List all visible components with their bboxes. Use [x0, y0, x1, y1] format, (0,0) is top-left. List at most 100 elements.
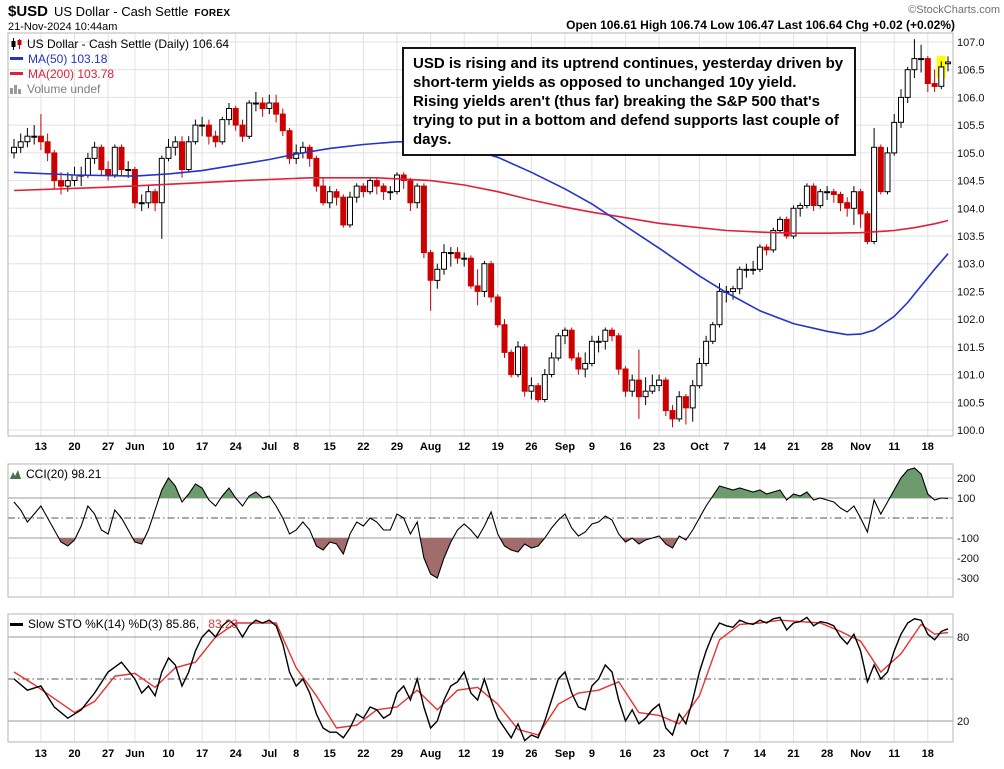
svg-text:105.5: 105.5 — [957, 120, 985, 132]
svg-text:13: 13 — [35, 748, 47, 760]
svg-text:Sep: Sep — [555, 441, 575, 453]
svg-text:Oct: Oct — [690, 748, 709, 760]
svg-text:29: 29 — [391, 748, 403, 760]
svg-text:15: 15 — [324, 441, 336, 453]
cci-line — [13, 467, 949, 579]
svg-text:Jul: Jul — [261, 748, 277, 760]
svg-text:20: 20 — [68, 748, 80, 760]
svg-text:100.5: 100.5 — [957, 397, 985, 409]
svg-text:10: 10 — [162, 748, 174, 760]
candlestick-icon — [10, 37, 22, 50]
svg-text:28: 28 — [821, 441, 833, 453]
header: $USD US Dollar - Cash Settle FOREX — [8, 3, 230, 21]
volume-icon — [10, 84, 22, 94]
svg-text:80: 80 — [957, 632, 969, 644]
svg-text:8: 8 — [293, 441, 299, 453]
svg-text:8: 8 — [293, 748, 299, 760]
chart-datetime: 21-Nov-2024 10:44am — [8, 21, 118, 33]
svg-text:103.5: 103.5 — [957, 231, 985, 243]
svg-text:22: 22 — [357, 748, 369, 760]
legend-row-volume: Volume undef — [10, 81, 229, 96]
cci-panel-label: CCI(20) 98.21 — [10, 467, 101, 481]
svg-text:Jun: Jun — [125, 748, 145, 760]
sto-k-line — [13, 616, 949, 742]
legend-main-label: US Dollar - Cash Settle (Daily) 106.64 — [27, 36, 230, 51]
legend-row-price: US Dollar - Cash Settle (Daily) 106.64 — [10, 36, 229, 51]
svg-text:17: 17 — [196, 441, 208, 453]
svg-text:Aug: Aug — [420, 441, 441, 453]
svg-text:Nov: Nov — [850, 441, 872, 453]
svg-text:24: 24 — [230, 748, 243, 760]
cci-icon — [10, 469, 21, 480]
svg-text:200: 200 — [957, 473, 975, 485]
svg-text:16: 16 — [619, 748, 631, 760]
svg-text:17: 17 — [196, 748, 208, 760]
ma50-line-icon — [10, 57, 23, 60]
svg-text:104.5: 104.5 — [957, 176, 985, 188]
svg-text:9: 9 — [589, 441, 595, 453]
annotation-note: USD is rising and its uptrend continues,… — [402, 47, 856, 156]
exchange-label: FOREX — [194, 8, 231, 19]
cci-overbought-fill — [14, 468, 948, 498]
legend-row-ma50: MA(50) 103.18 — [10, 51, 229, 66]
svg-text:20: 20 — [957, 716, 969, 728]
svg-text:-200: -200 — [957, 553, 979, 565]
svg-text:18: 18 — [922, 441, 934, 453]
svg-text:12: 12 — [458, 748, 470, 760]
svg-text:102.5: 102.5 — [957, 286, 985, 298]
sto-panel-label: Slow STO %K(14) %D(3) 85.86, 83.23 — [10, 617, 238, 631]
svg-text:18: 18 — [922, 748, 934, 760]
svg-text:-300: -300 — [957, 573, 979, 585]
price-axis-labels: 107.0 106.5 106.0 105.5 105.0 104.5 104.0 103.5… — [957, 37, 985, 437]
svg-text:10: 10 — [162, 441, 174, 453]
svg-text:26: 26 — [525, 441, 537, 453]
ma200-line-icon — [10, 72, 23, 75]
svg-text:106.5: 106.5 — [957, 65, 985, 77]
svg-text:21: 21 — [787, 441, 799, 453]
svg-text:101.5: 101.5 — [957, 342, 985, 354]
svg-text:21: 21 — [787, 748, 799, 760]
svg-text:102.0: 102.0 — [957, 314, 985, 326]
svg-text:28: 28 — [821, 748, 833, 760]
svg-text:9: 9 — [589, 748, 595, 760]
svg-text:14: 14 — [754, 441, 767, 453]
chart-legend: US Dollar - Cash Settle (Daily) 106.64 M… — [10, 36, 229, 96]
svg-text:27: 27 — [102, 748, 114, 760]
legend-ma50-label: MA(50) 103.18 — [28, 51, 108, 66]
svg-text:101.0: 101.0 — [957, 370, 985, 382]
cci-label-text: CCI(20) 98.21 — [26, 467, 102, 481]
svg-text:106.0: 106.0 — [957, 92, 985, 104]
svg-text:100: 100 — [957, 493, 975, 505]
cci-oversold-fill — [14, 538, 948, 578]
svg-text:19: 19 — [492, 441, 504, 453]
svg-text:Aug: Aug — [420, 748, 441, 760]
svg-text:103.0: 103.0 — [957, 259, 985, 271]
svg-text:26: 26 — [525, 748, 537, 760]
svg-text:107.0: 107.0 — [957, 37, 985, 49]
svg-text:Nov: Nov — [850, 748, 872, 760]
quote-line: Open 106.61 High 106.74 Low 106.47 Last … — [566, 18, 955, 32]
svg-text:24: 24 — [230, 441, 243, 453]
sto-d-line — [13, 619, 949, 736]
ma50-line — [13, 141, 949, 336]
svg-text:16: 16 — [619, 441, 631, 453]
svg-text:23: 23 — [653, 748, 665, 760]
svg-text:22: 22 — [357, 441, 369, 453]
svg-text:14: 14 — [754, 748, 767, 760]
svg-text:19: 19 — [492, 748, 504, 760]
svg-text:15: 15 — [324, 748, 336, 760]
svg-text:-100: -100 — [957, 533, 979, 545]
legend-row-ma200: MA(200) 103.78 — [10, 66, 229, 81]
candlesticks — [11, 39, 951, 428]
svg-text:Jun: Jun — [125, 441, 145, 453]
legend-ma200-label: MA(200) 103.78 — [28, 66, 115, 81]
copyright-notice: ©StockCharts.com — [908, 4, 1000, 16]
legend-volume-label: Volume undef — [27, 81, 101, 96]
svg-text:11: 11 — [888, 441, 900, 453]
svg-text:12: 12 — [458, 441, 470, 453]
x-axis-labels: 13 20 27 Jun 10 17 24 Jul 8 15 22 29 Aug 12 19 26 Sep 9 16… — [35, 441, 934, 760]
svg-text:29: 29 — [391, 441, 403, 453]
sto-line-icon — [10, 622, 23, 626]
svg-text:7: 7 — [723, 748, 729, 760]
